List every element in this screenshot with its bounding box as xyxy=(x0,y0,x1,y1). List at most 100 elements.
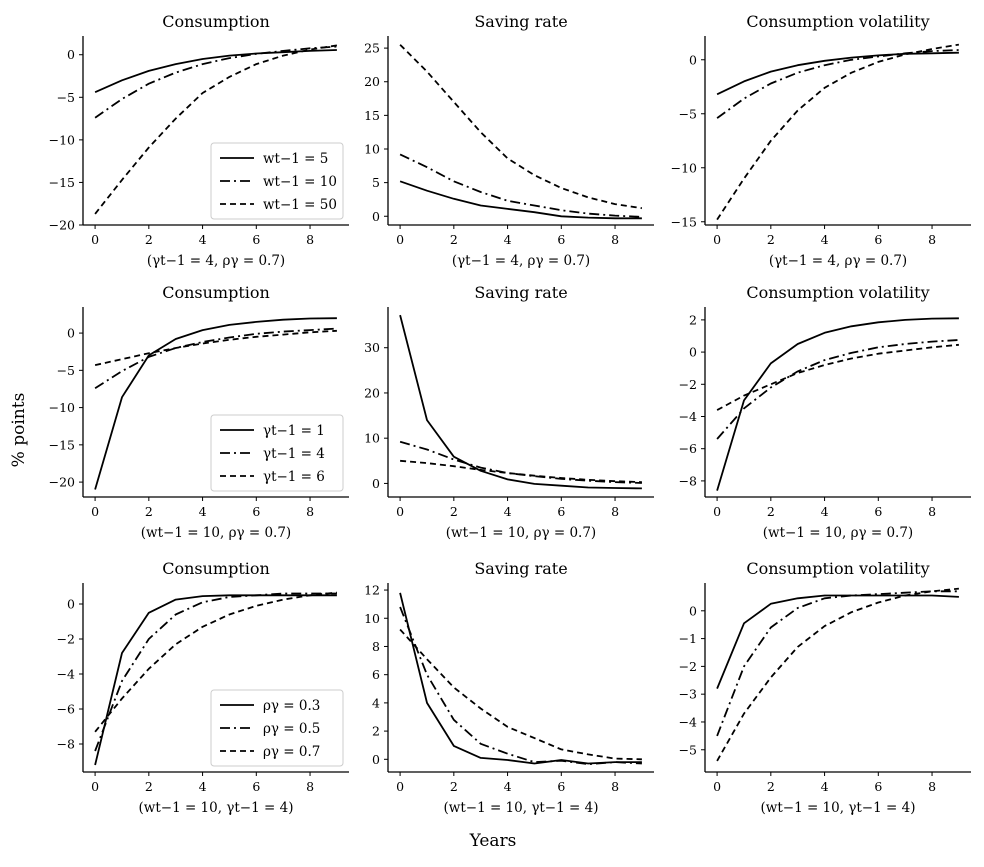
panel-6-series-1-line xyxy=(716,317,959,491)
panel-4-legend: γt−1 = 1 γt−1 = 4 γt−1 = 6 xyxy=(210,414,344,492)
panel-8-series-2-line xyxy=(399,606,642,766)
panel-8-xtick-label: 0 xyxy=(396,779,404,794)
panel-9-ytick-label: 0 xyxy=(689,603,697,618)
figure-ylabel: % points xyxy=(9,393,29,468)
panel-7: Consumption 0 2 4 6 8 0 −2 −4 −6 −8 (wt−1 = 10, γt−… xyxy=(57,559,349,816)
panel-2-series-1-line xyxy=(399,180,642,220)
panel-1-series-3-line xyxy=(94,44,338,215)
panel-8-xtick-label: 8 xyxy=(611,779,619,794)
panel-1-legend-label-3: wt−1 = 50 xyxy=(263,197,337,213)
panel-1-ytick-label: −5 xyxy=(57,90,75,105)
panel-2-xtick-label: 2 xyxy=(450,232,458,247)
panel-6-xtick-label: 2 xyxy=(767,504,775,519)
panel-9-ytick-label: −5 xyxy=(679,742,697,757)
panel-7-ytick-label: 0 xyxy=(67,597,75,612)
panel-6-xtick-label: 4 xyxy=(821,504,829,519)
panel-3-series-2-line xyxy=(716,49,959,119)
panel-4-title: Consumption xyxy=(162,283,270,302)
panel-9-series-3-line xyxy=(716,587,959,762)
panel-4-series-1-line xyxy=(94,317,337,490)
panel-2-subtitle: (γt−1 = 4, ργ = 0.7) xyxy=(452,253,590,269)
panel-3-series-1-line xyxy=(716,51,959,96)
panel-5-xtick-label: 6 xyxy=(557,504,565,519)
panel-2-ytick-label: 0 xyxy=(372,209,380,224)
panel-3-xtick-label: 6 xyxy=(874,232,882,247)
panel-1-xtick-label: 0 xyxy=(91,232,99,247)
panel-1-legend-label-2: wt−1 = 10 xyxy=(263,174,337,190)
panel-7-ytick-label: −4 xyxy=(57,667,75,682)
panel-8-ytick-label: 8 xyxy=(372,639,380,654)
panel-2-xtick-label: 0 xyxy=(396,232,404,247)
panel-5-title: Saving rate xyxy=(474,283,567,302)
panel-4-ytick-label: −20 xyxy=(49,475,75,490)
panel-4-series-2-line xyxy=(94,327,337,389)
panel-4-legend-box xyxy=(210,414,344,492)
panel-4-xtick-label: 8 xyxy=(306,504,314,519)
panel-4-legend-label-3: γt−1 = 6 xyxy=(263,469,325,485)
panel-7-legend-box xyxy=(210,689,344,767)
panel-6-title: Consumption volatility xyxy=(746,283,929,302)
panel-3-ytick-label: −15 xyxy=(671,214,697,229)
panel-1: Consumption 0 2 4 6 8 0 −5 −10 −15 −20 (γt−1 = 4, ρ… xyxy=(49,12,349,269)
panel-1-xtick-label: 2 xyxy=(145,232,153,247)
panel-5: Saving rate 0 2 4 6 8 0 10 20 30 (wt−1 = 10, ργ = … xyxy=(364,283,654,541)
panel-3-ytick-label: 0 xyxy=(689,52,697,67)
panel-9-xtick-label: 6 xyxy=(874,779,882,794)
panel-8-ytick-label: 4 xyxy=(372,695,380,710)
panel-6-series-3-line xyxy=(716,343,959,411)
panel-5-ytick-label: 10 xyxy=(364,431,380,446)
panel-3-xtick-label: 2 xyxy=(767,232,775,247)
panel-2-ytick-label: 20 xyxy=(364,74,380,89)
panel-7-ytick-label: −6 xyxy=(57,702,75,717)
panel-2-title: Saving rate xyxy=(474,12,567,31)
panel-7-series-3-line xyxy=(94,591,337,733)
panel-8-ytick-label: 10 xyxy=(364,611,380,626)
panel-1-xtick-label: 4 xyxy=(199,232,207,247)
panel-5-ytick-label: 20 xyxy=(364,385,380,400)
panel-9-subtitle: (wt−1 = 10, γt−1 = 4) xyxy=(761,800,916,816)
panel-8-xtick-label: 6 xyxy=(557,779,565,794)
panel-9-series-1-line xyxy=(716,594,959,689)
panel-3: Consumption volatility 0 2 4 6 8 0 −5 −10 −15 (γt−… xyxy=(671,12,971,269)
figure-xlabel: Years xyxy=(469,831,517,851)
panel-6-subtitle: (wt−1 = 10, ργ = 0.7) xyxy=(763,525,913,541)
panel-8-series-1-line xyxy=(399,592,642,765)
panel-3-subtitle: (γt−1 = 4, ργ = 0.7) xyxy=(769,253,907,269)
panel-3-ytick-label: −5 xyxy=(679,106,697,121)
panel-7-xtick-label: 0 xyxy=(91,779,99,794)
panel-2: Saving rate 0 2 4 6 8 0 5 10 15 20 25 (γt−1 = 4, ργ … xyxy=(364,12,654,269)
panel-9-xtick-label: 4 xyxy=(821,779,829,794)
panel-2-ytick-label: 25 xyxy=(364,41,380,56)
panel-6-xtick-label: 8 xyxy=(928,504,936,519)
panel-5-ytick-label: 0 xyxy=(372,476,380,491)
panel-7-xtick-label: 8 xyxy=(306,779,314,794)
panel-4-ytick-label: −15 xyxy=(49,437,75,452)
panel-3-xtick-label: 0 xyxy=(713,232,721,247)
panel-3-title: Consumption volatility xyxy=(746,12,929,31)
panel-7-legend: ργ = 0.3 ργ = 0.5 ργ = 0.7 xyxy=(210,689,344,767)
panel-1-ytick-label: −15 xyxy=(49,175,75,190)
panel-8: Saving rate 0 2 4 6 8 0 2 4 6 8 10 12 (wt−1 = 10, γt−… xyxy=(364,559,654,816)
panel-1-series-2-line xyxy=(94,45,337,119)
panel-9-ytick-label: −2 xyxy=(679,659,697,674)
panel-9-ytick-label: −4 xyxy=(679,714,697,729)
panel-8-ytick-label: 0 xyxy=(372,752,380,767)
panel-1-ytick-label: −10 xyxy=(49,132,75,147)
panel-6-ytick-label: −8 xyxy=(679,473,697,488)
panel-7-legend-label-3: ργ = 0.7 xyxy=(263,744,320,760)
panel-2-series-3-line xyxy=(399,44,643,210)
panel-7-series-2-line xyxy=(94,592,337,752)
panel-1-subtitle: (γt−1 = 4, ργ = 0.7) xyxy=(147,253,285,269)
panel-5-xtick-label: 8 xyxy=(611,504,619,519)
panel-9-xtick-label: 8 xyxy=(928,779,936,794)
panel-7-ytick-label: −2 xyxy=(57,632,75,647)
panel-6-ytick-label: −4 xyxy=(679,409,697,424)
panel-1-series-1-line xyxy=(94,49,337,94)
panel-1-legend-label-1: wt−1 = 5 xyxy=(263,151,328,167)
panel-5-xtick-label: 0 xyxy=(396,504,404,519)
panel-4-ytick-label: −5 xyxy=(57,363,75,378)
panel-3-ytick-label: −10 xyxy=(671,160,697,175)
panel-4-xtick-label: 6 xyxy=(252,504,260,519)
panel-6-ytick-label: 0 xyxy=(689,345,697,360)
